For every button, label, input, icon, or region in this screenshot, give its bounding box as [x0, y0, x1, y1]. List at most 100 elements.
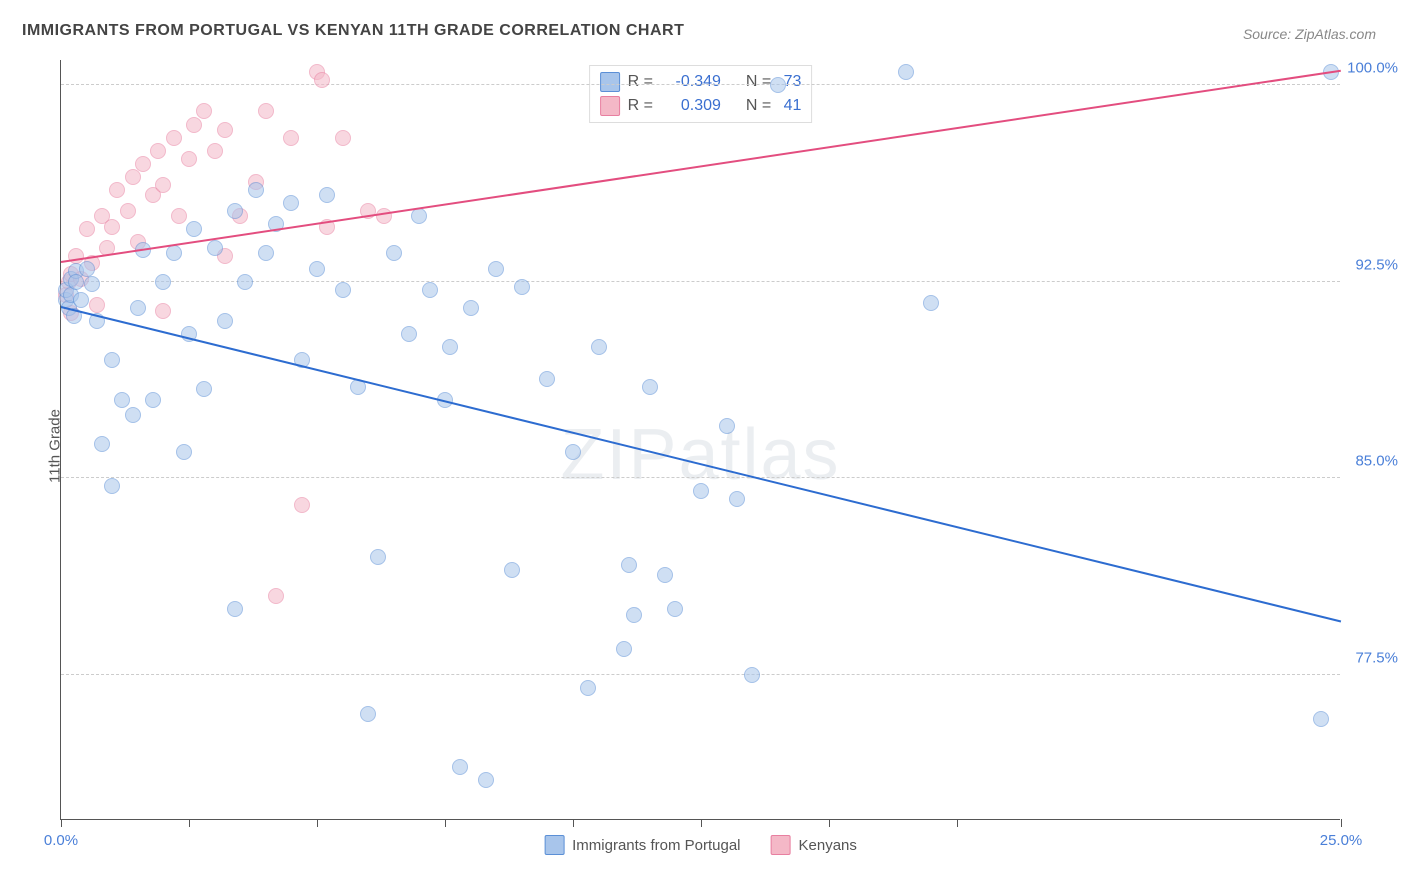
scatter-point-kenyan [155, 177, 171, 193]
plot-area: ZIPatlas R =-0.349 N = 73R =0.309 N = 41… [60, 60, 1340, 820]
scatter-point-kenyan [79, 221, 95, 237]
scatter-point-kenyan [376, 208, 392, 224]
scatter-point-portugal [488, 261, 504, 277]
scatter-point-portugal [176, 444, 192, 460]
scatter-point-portugal [621, 557, 637, 573]
scatter-point-portugal [514, 279, 530, 295]
gridline [61, 84, 1340, 85]
y-tick-label: 100.0% [1347, 60, 1398, 77]
scatter-point-portugal [73, 292, 89, 308]
scatter-point-portugal [626, 607, 642, 623]
x-tick-label: 25.0% [1320, 832, 1363, 849]
x-tick [1341, 819, 1342, 827]
scatter-point-kenyan [181, 151, 197, 167]
scatter-point-portugal [616, 641, 632, 657]
scatter-point-kenyan [268, 588, 284, 604]
scatter-point-kenyan [135, 156, 151, 172]
r-label: R = [628, 97, 653, 115]
scatter-point-portugal [309, 261, 325, 277]
scatter-point-portugal [258, 245, 274, 261]
scatter-point-portugal [401, 326, 417, 342]
scatter-point-kenyan [125, 169, 141, 185]
legend-item-portugal: Immigrants from Portugal [544, 835, 740, 855]
scatter-point-portugal [422, 282, 438, 298]
scatter-point-kenyan [217, 122, 233, 138]
scatter-point-kenyan [109, 182, 125, 198]
scatter-point-kenyan [171, 208, 187, 224]
scatter-point-kenyan [196, 103, 212, 119]
scatter-point-portugal [125, 407, 141, 423]
legend-swatch [600, 72, 620, 92]
scatter-point-portugal [565, 444, 581, 460]
y-tick-label: 92.5% [1355, 256, 1398, 273]
scatter-point-portugal [104, 478, 120, 494]
scatter-point-kenyan [155, 303, 171, 319]
scatter-point-portugal [370, 549, 386, 565]
scatter-point-portugal [898, 64, 914, 80]
scatter-point-portugal [719, 418, 735, 434]
trend-line-portugal [61, 306, 1341, 622]
legend-swatch [544, 835, 564, 855]
gridline [61, 674, 1340, 675]
scatter-point-portugal [504, 562, 520, 578]
scatter-point-kenyan [294, 497, 310, 513]
scatter-point-portugal [744, 667, 760, 683]
n-label: N = [746, 73, 771, 91]
scatter-point-portugal [237, 274, 253, 290]
scatter-point-portugal [145, 392, 161, 408]
scatter-point-portugal [227, 203, 243, 219]
scatter-point-portugal [478, 772, 494, 788]
scatter-point-portugal [155, 274, 171, 290]
scatter-point-kenyan [104, 219, 120, 235]
x-tick [573, 819, 574, 827]
r-value: -0.349 [661, 73, 721, 91]
scatter-point-portugal [1313, 711, 1329, 727]
scatter-point-portugal [923, 295, 939, 311]
scatter-point-portugal [227, 601, 243, 617]
correlation-legend: R =-0.349 N = 73R =0.309 N = 41 [589, 65, 813, 123]
scatter-point-portugal [580, 680, 596, 696]
scatter-point-portugal [94, 436, 110, 452]
x-tick [61, 819, 62, 827]
scatter-point-portugal [335, 282, 351, 298]
y-tick-label: 77.5% [1355, 649, 1398, 666]
scatter-point-portugal [452, 759, 468, 775]
source-attribution: Source: ZipAtlas.com [1243, 26, 1376, 42]
n-label: N = [746, 97, 771, 115]
legend-swatch [600, 96, 620, 116]
scatter-point-portugal [411, 208, 427, 224]
scatter-point-portugal [770, 77, 786, 93]
x-tick-label: 0.0% [44, 832, 78, 849]
x-tick [317, 819, 318, 827]
scatter-point-portugal [68, 274, 84, 290]
scatter-point-kenyan [258, 103, 274, 119]
scatter-point-portugal [729, 491, 745, 507]
legend-label: Immigrants from Portugal [572, 837, 740, 854]
scatter-point-portugal [442, 339, 458, 355]
scatter-point-kenyan [120, 203, 136, 219]
legend-item-kenyan: Kenyans [771, 835, 857, 855]
scatter-point-portugal [463, 300, 479, 316]
y-tick-label: 85.0% [1355, 453, 1398, 470]
scatter-point-kenyan [166, 130, 182, 146]
scatter-point-portugal [283, 195, 299, 211]
r-label: R = [628, 73, 653, 91]
scatter-point-portugal [196, 381, 212, 397]
scatter-point-portugal [386, 245, 402, 261]
scatter-point-portugal [642, 379, 658, 395]
x-tick [189, 819, 190, 827]
r-value: 0.309 [661, 97, 721, 115]
scatter-point-portugal [104, 352, 120, 368]
x-tick [445, 819, 446, 827]
scatter-point-portugal [79, 261, 95, 277]
scatter-point-portugal [319, 187, 335, 203]
scatter-point-portugal [248, 182, 264, 198]
scatter-point-portugal [667, 601, 683, 617]
scatter-point-kenyan [207, 143, 223, 159]
scatter-point-portugal [114, 392, 130, 408]
series-legend: Immigrants from Portugal Kenyans [544, 835, 857, 855]
scatter-point-portugal [693, 483, 709, 499]
scatter-point-kenyan [335, 130, 351, 146]
scatter-point-kenyan [150, 143, 166, 159]
scatter-point-kenyan [283, 130, 299, 146]
